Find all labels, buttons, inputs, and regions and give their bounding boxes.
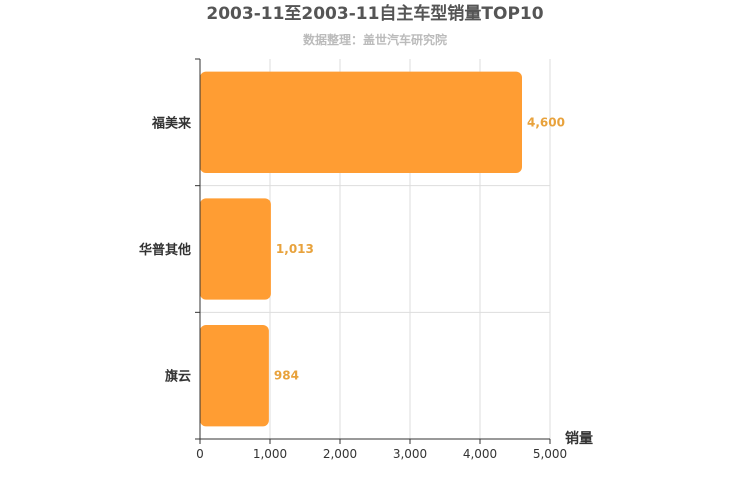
bar: [200, 71, 522, 173]
bars: [200, 71, 522, 427]
bar-value-label: 4,600: [527, 115, 565, 129]
x-tick-label: 1,000: [253, 447, 287, 461]
x-tick-label: 0: [196, 447, 204, 461]
bar-value-label: 1,013: [276, 242, 314, 256]
category-label: 福美来: [151, 115, 192, 131]
axes: [195, 58, 551, 444]
bar-value-label: 984: [274, 369, 299, 383]
bar: [200, 198, 271, 300]
labels: 4,600 福美来 1,013 华普其他 984 旗云 0 1,000 2,000 3,000 4,…: [139, 115, 567, 461]
x-tick-label: 5,000: [533, 447, 567, 461]
chart-title: 2003-11至2003-11自主车型销量TOP10: [206, 3, 543, 24]
chart-subtitle: 数据整理：盖世汽车研究院: [303, 32, 447, 47]
x-tick-label: 3,000: [393, 447, 427, 461]
category-label: 华普其他: [139, 242, 191, 258]
bar: [200, 325, 269, 427]
x-tick-label: 4,000: [463, 447, 497, 461]
x-tick-label: 2,000: [323, 447, 357, 461]
category-label: 旗云: [165, 369, 191, 385]
x-axis-name: 销量: [565, 430, 593, 447]
